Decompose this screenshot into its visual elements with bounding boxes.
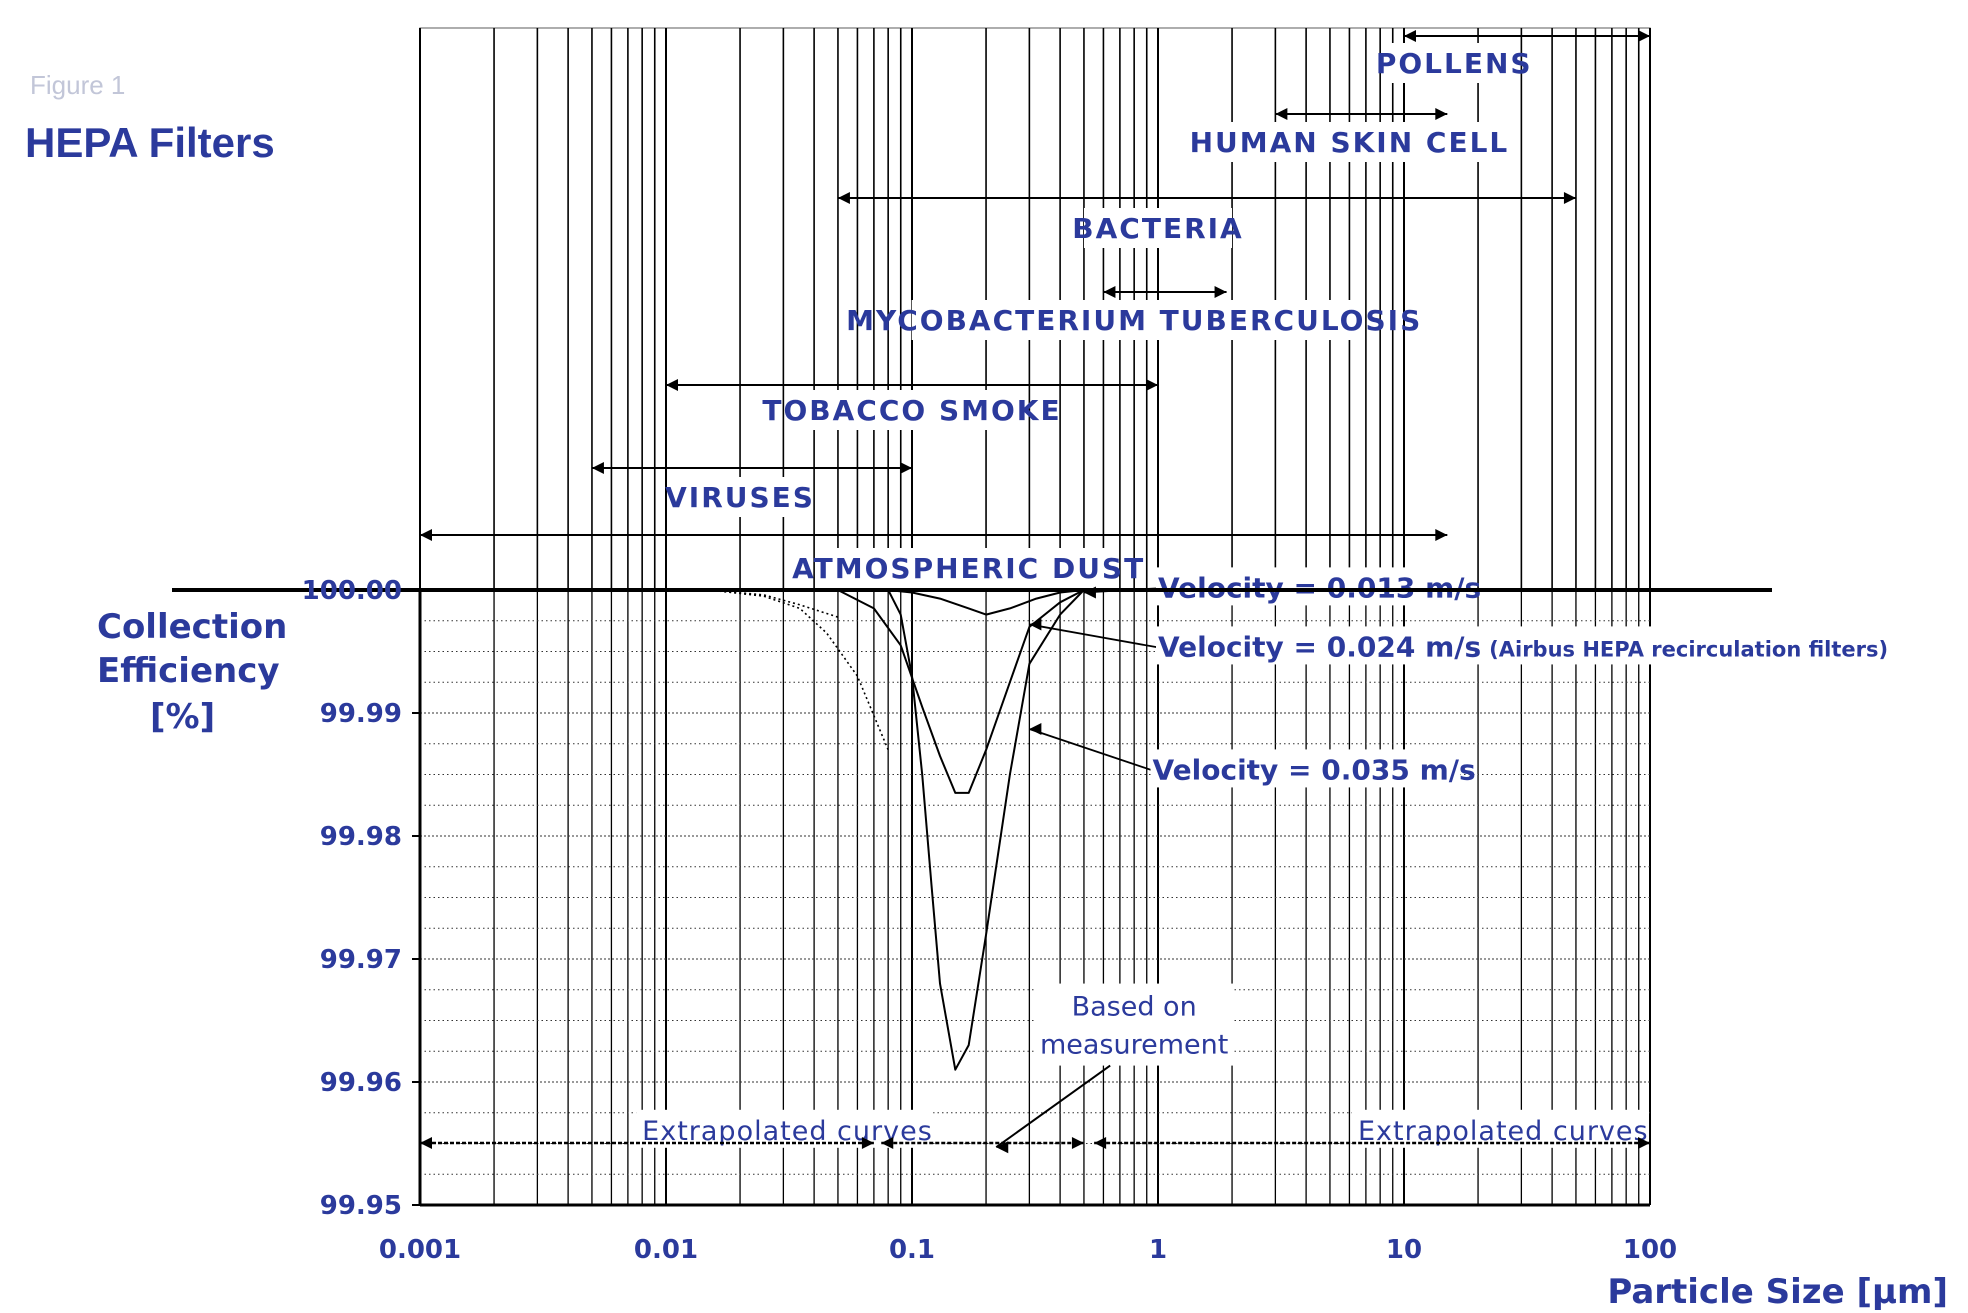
bottom-range-arrowhead [1638, 1137, 1650, 1149]
range-label: HUMAN SKIN CELL [1190, 126, 1510, 159]
series-label: Velocity = 0.035 m/s [1153, 753, 1476, 786]
bottom-range-arrowhead [1094, 1137, 1107, 1149]
extrapolated-curve [709, 589, 889, 751]
label-background [1217, 122, 1482, 162]
extrapolated-curve [709, 589, 839, 618]
range-arrowhead [1146, 379, 1158, 391]
label-background [1388, 43, 1520, 83]
label-background [1084, 208, 1232, 248]
leader-line [1029, 623, 1159, 649]
leader-arrowhead [1029, 722, 1042, 735]
range-label: BACTERIA [1072, 212, 1243, 245]
annotation-text: Extrapolated curves [1358, 1116, 1649, 1147]
leader-arrowhead [1029, 618, 1042, 631]
range-label: MYCOBACTERIUM TUBERCULOSIS [846, 304, 1422, 337]
range-arrowhead [1563, 192, 1576, 204]
annotation-text: Extrapolated curves [642, 1116, 933, 1147]
y-axis-label: [%] [150, 697, 215, 737]
range-arrowhead [666, 379, 678, 391]
range-arrowhead [1638, 30, 1650, 42]
y-tick-label: 99.99 [320, 699, 402, 729]
label-background [828, 548, 1109, 588]
x-tick-label: 0.1 [889, 1235, 935, 1265]
faded-caption: Figure 1 [30, 70, 125, 100]
label-background [1351, 1109, 1649, 1148]
range-label: ATMOSPHERIC DUST [792, 552, 1145, 585]
label-background [674, 477, 806, 517]
bottom-range-arrowhead [1071, 1137, 1084, 1149]
efficiency-curve [887, 589, 1085, 1071]
label-background [1150, 749, 1461, 788]
label-background [796, 390, 1028, 430]
y-axis-label: Efficiency [97, 651, 280, 691]
y-tick-label: 99.98 [320, 822, 402, 852]
label-background [911, 300, 1357, 340]
x-tick-label: 10 [1386, 1235, 1422, 1265]
y-tick-label: 100.00 [302, 576, 402, 606]
y-tick-label: 99.95 [320, 1191, 402, 1221]
range-arrowhead [900, 462, 912, 474]
x-axis-label: Particle Size [µm] [1607, 1272, 1948, 1312]
series-label: Velocity = 0.013 m/s [1158, 571, 1481, 604]
range-arrowhead [1214, 286, 1227, 298]
range-arrowhead [1103, 286, 1116, 298]
bottom-range-arrowhead [420, 1137, 432, 1149]
series-label-suffix: (Airbus HEPA recirculation filters) [1489, 637, 1888, 661]
bottom-range-arrowhead [881, 1137, 894, 1149]
range-arrowhead [1404, 30, 1416, 42]
range-label: VIRUSES [665, 481, 815, 514]
range-arrowhead [1435, 108, 1448, 120]
annotation-text: Based on [1072, 992, 1197, 1023]
axes: 100.00 99.99 99.98 99.97 99.96 99.95 0.001 0.01… [97, 576, 1948, 1312]
range-arrowhead [837, 192, 850, 204]
annotation-text: measurement [1040, 1030, 1228, 1061]
leader-line [1029, 728, 1153, 772]
y-tick-label: 99.96 [320, 1068, 402, 1098]
range-arrowhead [1435, 529, 1448, 541]
range-arrowhead [1275, 108, 1288, 120]
efficiency-grid [419, 590, 1650, 1205]
x-tick-label: 100 [1623, 1235, 1677, 1265]
label-background [1156, 567, 1466, 606]
leader-line [995, 1064, 1111, 1149]
y-tick-label: 99.97 [320, 945, 402, 975]
x-tick-label: 0.01 [634, 1235, 698, 1265]
label-background [636, 1109, 934, 1148]
range-label: TOBACCO SMOKE [762, 394, 1061, 427]
range-label: POLLENS [1376, 47, 1533, 80]
particle-ranges: POLLENS HUMAN SKIN CELL BACTERIA MYCOBACTER… [420, 30, 1650, 588]
bottom-range-arrowhead [861, 1137, 874, 1149]
label-background [1034, 983, 1235, 1066]
x-tick-label: 0.001 [379, 1235, 461, 1265]
efficiency-curve [888, 589, 1085, 616]
label-background [1156, 626, 1834, 665]
y-axis-label: Collection [97, 607, 287, 647]
page-title: HEPA Filters [25, 119, 275, 166]
range-arrowhead [591, 462, 604, 474]
range-arrowhead [420, 529, 432, 541]
x-tick-label: 1 [1149, 1235, 1167, 1265]
